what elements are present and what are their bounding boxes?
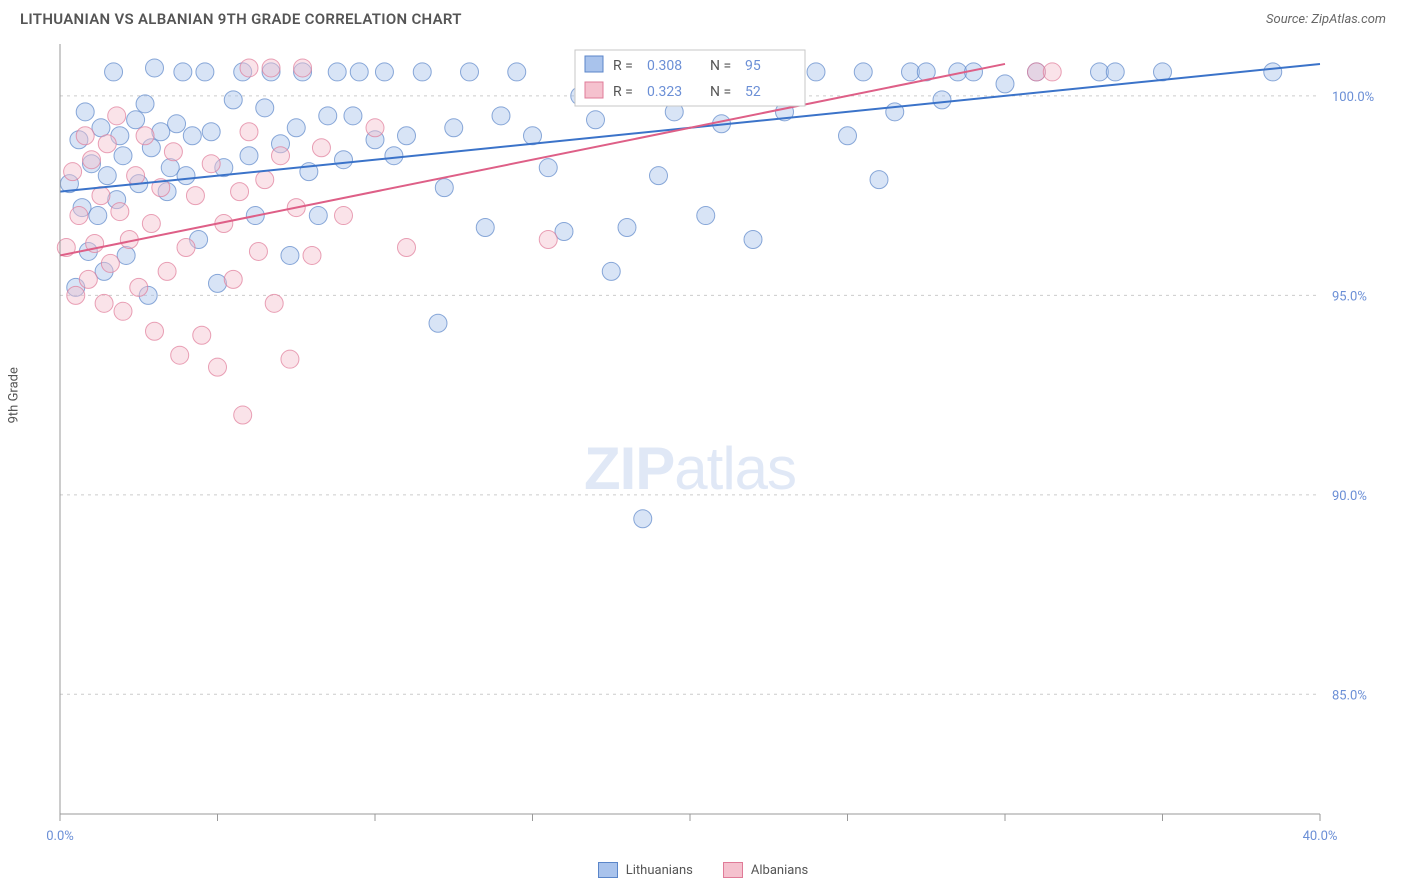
legend-label: Lithuanians (626, 863, 693, 878)
legend: Lithuanians Albanians (0, 862, 1406, 878)
legend-item-albanians: Albanians (723, 862, 808, 878)
svg-text:90.0%: 90.0% (1332, 489, 1367, 504)
chart-source: Source: ZipAtlas.com (1266, 12, 1386, 27)
chart-header: LITHUANIAN VS ALBANIAN 9TH GRADE CORRELA… (0, 0, 1406, 34)
legend-item-lithuanians: Lithuanians (598, 862, 693, 878)
y-axis-label: 9th Grade (7, 367, 22, 423)
svg-text:100.0%: 100.0% (1332, 90, 1374, 105)
svg-text:ZIPatlas: ZIPatlas (584, 435, 796, 502)
svg-text:N =: N = (710, 58, 731, 74)
svg-text:85.0%: 85.0% (1332, 688, 1367, 703)
scatter-chart: 85.0% 90.0% 95.0% 100.0% ZIPatlas 0.0% 40.0% R … (20, 34, 1386, 854)
svg-text:0.323: 0.323 (647, 84, 682, 100)
chart-title: LITHUANIAN VS ALBANIAN 9TH GRADE CORRELA… (20, 10, 462, 28)
svg-text:95.0%: 95.0% (1332, 289, 1367, 304)
legend-swatch-icon (723, 862, 743, 878)
svg-text:N =: N = (710, 84, 731, 100)
svg-text:52: 52 (745, 84, 761, 100)
legend-swatch-icon (598, 862, 618, 878)
svg-text:40.0%: 40.0% (1303, 829, 1338, 844)
svg-text:R =: R = (613, 58, 633, 74)
chart-area: 9th Grade 85.0%90.0%95.0%100.0%ZIPatlas0… (20, 34, 1386, 854)
svg-text:R =: R = (613, 84, 633, 100)
svg-text:95: 95 (745, 58, 761, 74)
svg-text:0.308: 0.308 (647, 58, 682, 74)
svg-text:0.0%: 0.0% (46, 829, 74, 844)
legend-label: Albanians (751, 863, 808, 878)
